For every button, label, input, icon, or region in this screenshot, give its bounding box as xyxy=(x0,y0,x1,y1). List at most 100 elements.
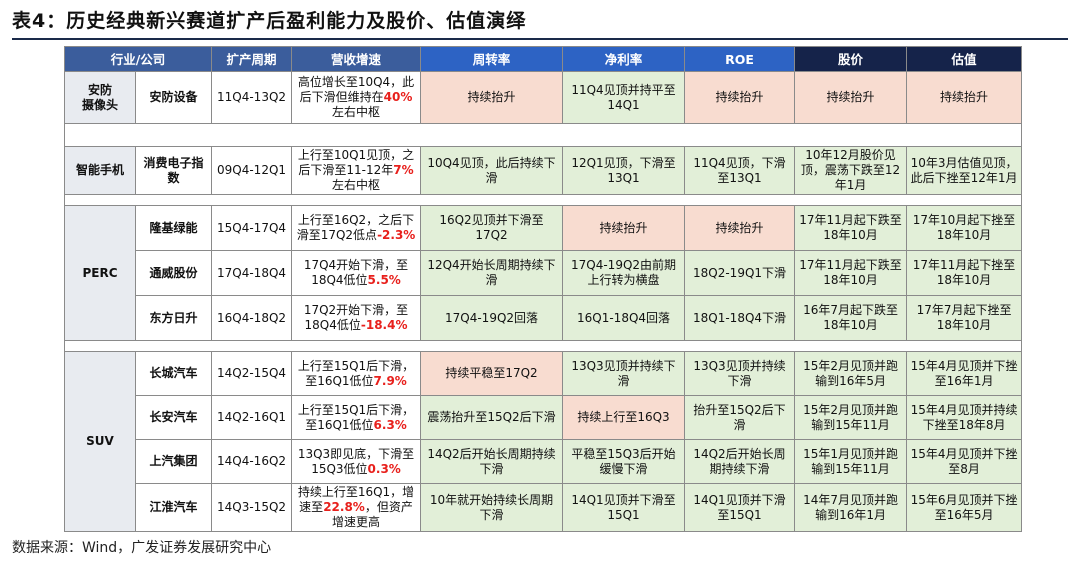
price-cell: 15年2月见顶并跑输到15年11月 xyxy=(794,395,908,440)
price-cell: 15年2月见顶并跑输到16年5月 xyxy=(794,351,908,396)
header-revenue: 营收增速 xyxy=(291,46,422,72)
turnover-cell: 16Q2见顶并下滑至17Q2 xyxy=(420,205,564,251)
header-period: 扩产周期 xyxy=(211,46,293,72)
revenue-growth: 上行至16Q2，之后下滑至17Q2低点-2.3% xyxy=(291,205,422,251)
sector-security: 安防 摄像头 xyxy=(64,71,136,124)
table-row: PERC 隆基绿能 15Q4-17Q4 上行至16Q2，之后下滑至17Q2低点-… xyxy=(64,205,1023,341)
turnover-cell: 持续抬升 xyxy=(420,71,564,124)
table-spacer xyxy=(63,340,1023,352)
company-name: 通威股份 xyxy=(134,250,213,296)
data-source-note: 数据来源：Wind，广发证券发展研究中心 xyxy=(12,540,272,556)
table-row: 上汽集团 14Q4-16Q2 13Q3即见底，下滑至15Q3低位0.3% 14Q… xyxy=(65,439,1023,484)
company-name: 长城汽车 xyxy=(134,351,213,396)
revenue-growth: 持续上行至16Q1，增速至22.8%，但资产增速更高 xyxy=(291,483,422,532)
turnover-cell: 10年就开始持续长周期下滑 xyxy=(420,483,564,532)
header-turnover: 周转率 xyxy=(420,46,564,72)
net-margin-cell: 16Q1-18Q4回落 xyxy=(562,295,686,341)
valuation-cell: 10年3月估值见顶，此后下挫至12年1月 xyxy=(906,146,1023,195)
turnover-cell: 17Q4-19Q2回落 xyxy=(420,295,564,341)
roe-cell: 持续抬升 xyxy=(684,205,796,251)
table-row: SUV 长城汽车 14Q2-15Q4 上行至15Q1后下滑，至16Q1低位7.9… xyxy=(64,351,1023,532)
price-cell: 17年11月起下跌至18年10月 xyxy=(794,250,908,296)
table-row: 东方日升 16Q4-18Q2 17Q2开始下滑，至18Q4低位-18.4% 17… xyxy=(65,295,1023,341)
roe-cell: 抬升至15Q2后下滑 xyxy=(684,395,796,440)
price-cell: 14年7月见顶并跑输到16年1月 xyxy=(794,483,908,532)
company-name: 江淮汽车 xyxy=(134,483,213,532)
expansion-period: 14Q3-15Q2 xyxy=(211,483,293,532)
net-margin-cell: 平稳至15Q3后开始缓慢下滑 xyxy=(562,439,686,484)
roe-cell: 14Q2后开始长周期持续下滑 xyxy=(684,439,796,484)
revenue-growth: 上行至15Q1后下滑，至16Q1低位7.9% xyxy=(291,351,422,396)
valuation-cell: 17年11月起下挫至18年10月 xyxy=(906,250,1023,296)
table-row: 安防 摄像头 安防设备 11Q4-13Q2 高位增长至10Q4，此后下滑但维持在… xyxy=(64,71,1023,124)
valuation-cell: 持续抬升 xyxy=(906,71,1023,124)
company-name: 消费电子指数 xyxy=(134,146,213,195)
revenue-growth: 13Q3即见底，下滑至15Q3低位0.3% xyxy=(291,439,422,484)
revenue-growth: 17Q4开始下滑，至18Q4低位5.5% xyxy=(291,250,422,296)
table-row: 智能手机 消费电子指数 09Q4-12Q1 上行至10Q1见顶，之后下滑至11-… xyxy=(64,146,1023,195)
expansion-period: 14Q4-16Q2 xyxy=(211,439,293,484)
price-cell: 17年11月起下跌至18年10月 xyxy=(794,205,908,251)
expansion-period: 14Q2-15Q4 xyxy=(211,351,293,396)
roe-cell: 18Q2-19Q1下滑 xyxy=(684,250,796,296)
price-cell: 持续抬升 xyxy=(794,71,908,124)
expansion-period: 16Q4-18Q2 xyxy=(211,295,293,341)
revenue-growth: 上行至10Q1见顶，之后下滑至11-12年7%左右中枢 xyxy=(291,146,422,195)
valuation-cell: 17年10月起下挫至18年10月 xyxy=(906,205,1023,251)
valuation-cell: 15年6月见顶并下挫至16年5月 xyxy=(906,483,1023,532)
header-net-margin: 净利率 xyxy=(562,46,686,72)
table-spacer xyxy=(63,123,1023,147)
net-margin-cell: 17Q4-19Q2由前期上行转为横盘 xyxy=(562,250,686,296)
turnover-cell: 持续平稳至17Q2 xyxy=(420,351,564,396)
table-row: 长安汽车 14Q2-16Q1 上行至15Q1后下滑，至16Q1低位6.3% 震荡… xyxy=(65,395,1023,440)
price-cell: 15年1月见顶并跑输到15年11月 xyxy=(794,439,908,484)
price-cell: 16年7月起下跌至18年10月 xyxy=(794,295,908,341)
company-name: 东方日升 xyxy=(134,295,213,341)
roe-cell: 11Q4见顶，下滑至13Q1 xyxy=(684,146,796,195)
company-name: 长安汽车 xyxy=(134,395,213,440)
valuation-cell: 15年4月见顶并下挫至8月 xyxy=(906,439,1023,484)
revenue-growth: 高位增长至10Q4，此后下滑但维持在40%左右中枢 xyxy=(291,71,422,124)
revenue-growth: 17Q2开始下滑，至18Q4低位-18.4% xyxy=(291,295,422,341)
net-margin-cell: 13Q3见顶并持续下滑 xyxy=(562,351,686,396)
sector-suv: SUV xyxy=(64,351,136,532)
valuation-cell: 15年4月见顶并下挫至16年1月 xyxy=(906,351,1023,396)
comparison-table: 行业/公司 扩产周期 营收增速 周转率 净利率 ROE 股价 估值 安防 摄像头… xyxy=(63,46,1023,532)
net-margin-cell: 14Q1见顶并下滑至15Q1 xyxy=(562,483,686,532)
turnover-cell: 14Q2后开始长周期持续下滑 xyxy=(420,439,564,484)
expansion-period: 14Q2-16Q1 xyxy=(211,395,293,440)
expansion-period: 17Q4-18Q4 xyxy=(211,250,293,296)
net-margin-cell: 持续抬升 xyxy=(562,205,686,251)
turnover-cell: 10Q4见顶，此后持续下滑 xyxy=(420,146,564,195)
roe-cell: 18Q1-18Q4下滑 xyxy=(684,295,796,341)
table-title: 表4：历史经典新兴赛道扩产后盈利能力及股价、估值演绎 xyxy=(12,10,527,32)
roe-cell: 持续抬升 xyxy=(684,71,796,124)
net-margin-cell: 11Q4见顶并持平至14Q1 xyxy=(562,71,686,124)
net-margin-cell: 持续上行至16Q3 xyxy=(562,395,686,440)
expansion-period: 09Q4-12Q1 xyxy=(211,146,293,195)
net-margin-cell: 12Q1见顶，下滑至13Q1 xyxy=(562,146,686,195)
table-row: 江淮汽车 14Q3-15Q2 持续上行至16Q1，增速至22.8%，但资产增速更… xyxy=(65,483,1023,532)
header-row: 行业/公司 扩产周期 营收增速 周转率 净利率 ROE 股价 估值 xyxy=(63,46,1023,72)
company-name: 隆基绿能 xyxy=(134,205,213,251)
header-valuation: 估值 xyxy=(906,46,1023,72)
valuation-cell: 17年7月起下挫至18年10月 xyxy=(906,295,1023,341)
header-price: 股价 xyxy=(794,46,908,72)
roe-cell: 13Q3见顶并持续下滑 xyxy=(684,351,796,396)
turnover-cell: 12Q4开始长周期持续下滑 xyxy=(420,250,564,296)
company-name: 上汽集团 xyxy=(134,439,213,484)
table-spacer xyxy=(63,194,1023,206)
header-roe: ROE xyxy=(684,46,796,72)
expansion-period: 11Q4-13Q2 xyxy=(211,71,293,124)
turnover-cell: 震荡抬升至15Q2后下滑 xyxy=(420,395,564,440)
title-divider xyxy=(12,38,1068,40)
roe-cell: 14Q1见顶并下滑至15Q1 xyxy=(684,483,796,532)
company-name: 安防设备 xyxy=(134,71,213,124)
header-company: 行业/公司 xyxy=(63,46,213,72)
sector-perc: PERC xyxy=(64,205,136,341)
sector-smartphone: 智能手机 xyxy=(64,146,136,195)
revenue-growth: 上行至15Q1后下滑，至16Q1低位6.3% xyxy=(291,395,422,440)
table-row: 通威股份 17Q4-18Q4 17Q4开始下滑，至18Q4低位5.5% 12Q4… xyxy=(65,250,1023,296)
price-cell: 10年12月股价见顶，震荡下跌至12年1月 xyxy=(794,146,908,195)
valuation-cell: 15年4月见顶并持续下挫至18年8月 xyxy=(906,395,1023,440)
